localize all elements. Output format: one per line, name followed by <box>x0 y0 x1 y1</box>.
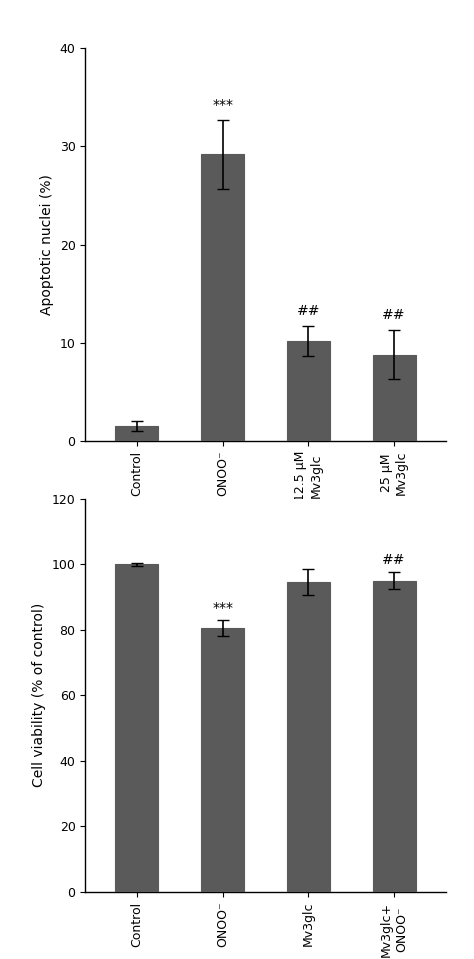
Bar <box>201 154 244 441</box>
Bar <box>287 582 330 892</box>
Text: ##: ## <box>383 553 406 568</box>
Bar <box>373 355 416 441</box>
Text: ***: *** <box>212 601 233 615</box>
Text: ***: *** <box>212 98 233 112</box>
Bar <box>287 340 330 441</box>
Bar <box>115 564 158 892</box>
Bar <box>115 427 158 441</box>
Bar <box>373 580 416 892</box>
Y-axis label: Apoptotic nuclei (%): Apoptotic nuclei (%) <box>40 175 54 315</box>
Text: ##: ## <box>297 304 320 318</box>
Text: ##: ## <box>383 308 406 322</box>
Text: +ONOO⁻: +ONOO⁻ <box>323 614 379 627</box>
Y-axis label: Cell viability (% of control): Cell viability (% of control) <box>32 603 46 787</box>
Text: ( a ): ( a ) <box>250 658 281 672</box>
Bar <box>201 628 244 892</box>
